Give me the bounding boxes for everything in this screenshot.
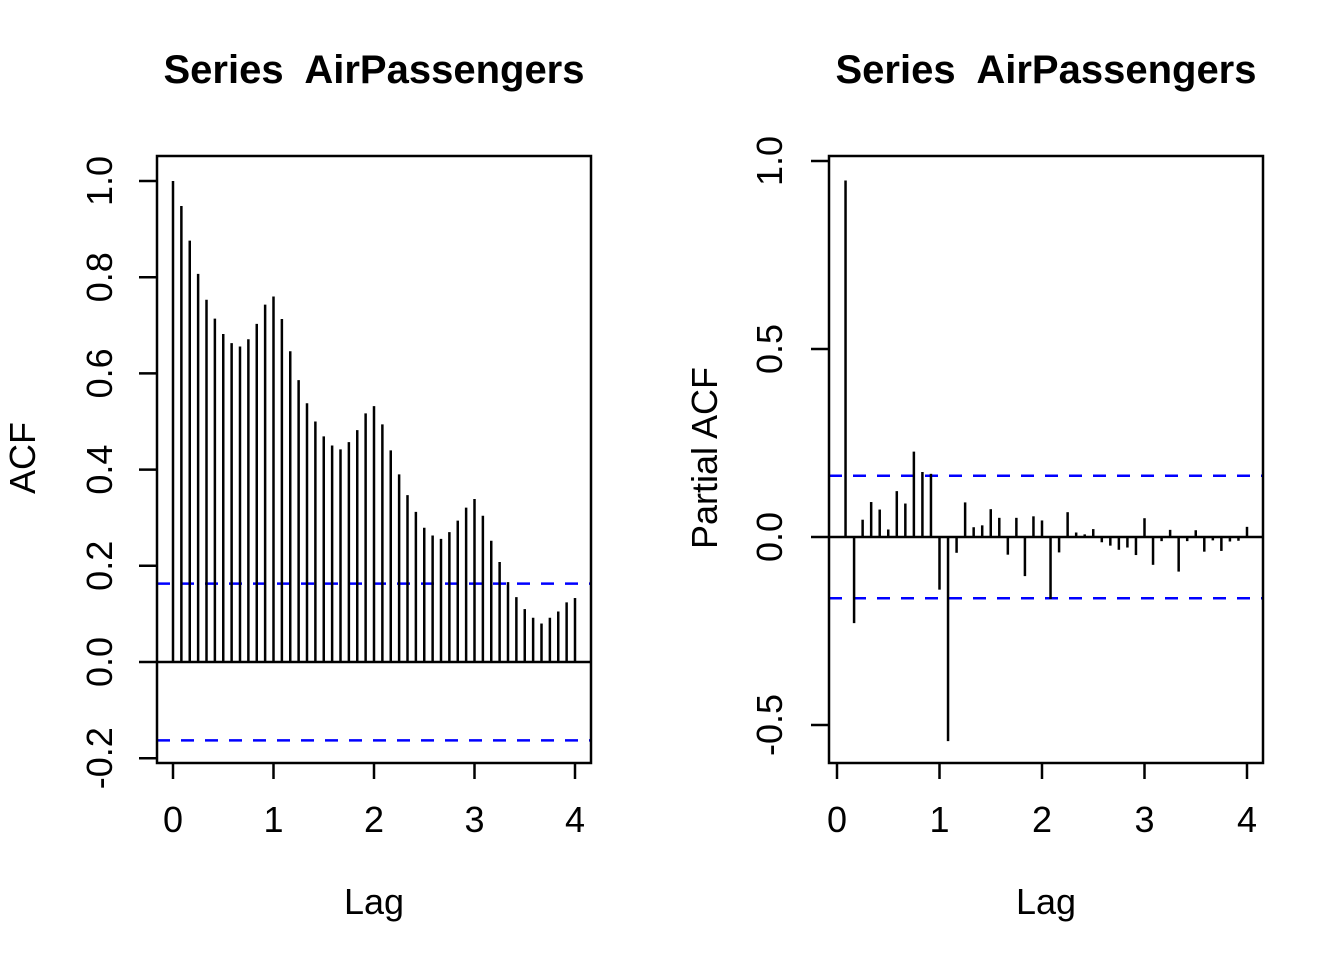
pacf-x-tick-label: 3	[1134, 799, 1154, 840]
pacf-y-tick-label: -0.5	[749, 694, 790, 756]
acf-x-tick-label: 0	[163, 799, 183, 840]
pacf-y-tick-label: 0.0	[749, 512, 790, 562]
pacf-yaxis-label: Partial ACF	[684, 366, 725, 550]
pacf-x-tick-label: 4	[1237, 799, 1257, 840]
acf-y-tick-label: 1.0	[79, 156, 120, 206]
acf-y-tick-label: 0.0	[79, 637, 120, 687]
acf-x-tick-label: 4	[565, 799, 585, 840]
acf-chart-title: Series AirPassengers	[163, 48, 585, 92]
acf-y-tick-label: 0.8	[79, 252, 120, 302]
pacf-x-tick-label: 2	[1032, 799, 1052, 840]
acf-panel: 0 1 2 3 4 -0.2 0.0 0.2 0.4 0.6 0.8 1.0	[79, 154, 593, 840]
acf-y-tick-label: 0.2	[79, 541, 120, 591]
pacf-panel: 0 1 2 3 4 -0.5 0.0 0.5 1.0	[749, 136, 1265, 840]
pacf-y-tick-label: 1.0	[749, 136, 790, 186]
pacf-x-tick-label: 1	[929, 799, 949, 840]
pacf-x-tick-label: 0	[827, 799, 847, 840]
pacf-xaxis-label: Lag	[1015, 881, 1077, 922]
acf-y-tick-label: 0.4	[79, 445, 120, 495]
pacf-y-tick-label: 0.5	[749, 324, 790, 374]
acf-x-tick-label: 3	[464, 799, 484, 840]
pacf-plot-box	[827, 154, 1265, 765]
acf-xaxis-label: Lag	[343, 881, 405, 922]
acf-yaxis-label: ACF	[2, 422, 43, 494]
pacf-chart-title: Series AirPassengers	[835, 48, 1257, 92]
acf-y-tick-label: 0.6	[79, 348, 120, 398]
acf-y-tick-label: -0.2	[79, 727, 120, 789]
acf-x-tick-label: 1	[263, 799, 283, 840]
acf-x-tick-label: 2	[364, 799, 384, 840]
